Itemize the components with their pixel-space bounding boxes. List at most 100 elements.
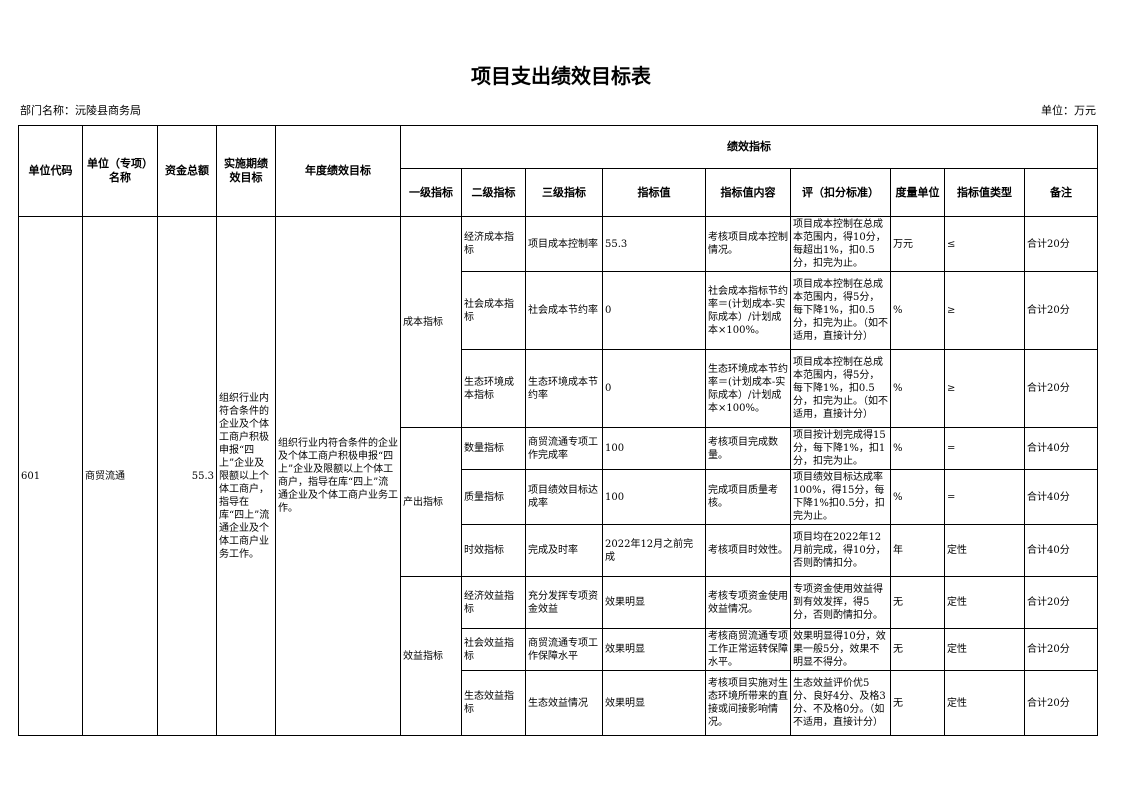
header-scoring: 评（扣分标准）	[790, 168, 891, 217]
remark: 合计20分	[1024, 576, 1098, 629]
value-type: 定性	[944, 670, 1025, 736]
level1-indicator: 产出指标	[400, 427, 462, 577]
page-title: 项目支出绩效目标表	[471, 64, 651, 88]
measure-unit: %	[890, 271, 945, 350]
remark: 合计20分	[1024, 628, 1098, 671]
indicator-value-content: 考核专项资金使用效益情况。	[705, 576, 791, 629]
level2-indicator: 生态效益指标	[461, 670, 526, 736]
header-remark: 备注	[1024, 168, 1098, 217]
remark: 合计40分	[1024, 427, 1098, 470]
value-type: 定性	[944, 524, 1025, 577]
indicator-value-content: 考核项目实施对生态环境所带来的直接或间接影响情况。	[705, 670, 791, 736]
indicator-value: 100	[602, 427, 706, 470]
indicator-value: 0	[602, 349, 706, 428]
scoring-standard: 专项资金使用效益得到有效发挥，得5分，否则酌情扣分。	[790, 576, 891, 629]
scoring-standard: 项目成本控制在总成本范围内，得10分，每超出1%，扣0.5分，扣完为止。	[790, 216, 891, 272]
value-type: =	[944, 427, 1025, 470]
header-value: 指标值	[602, 168, 706, 217]
value-type: =	[944, 469, 1025, 525]
header-total-funds: 资金总额	[157, 125, 217, 217]
scoring-standard: 项目成本控制在总成本范围内，得5分，每下降1%，扣0.5分，扣完为止。（如不适用…	[790, 271, 891, 350]
indicator-value: 0	[602, 271, 706, 350]
level3-indicator: 项目绩效目标达成率	[525, 469, 603, 525]
currency-unit: 单位：万元	[1041, 104, 1096, 117]
scoring-standard: 效果明显得10分，效果一般5分，效果不明显不得分。	[790, 628, 891, 671]
level2-indicator: 社会成本指标	[461, 271, 526, 350]
level2-indicator: 社会效益指标	[461, 628, 526, 671]
remark: 合计20分	[1024, 271, 1098, 350]
header-unit-name: 单位（专项）名称	[82, 125, 158, 217]
level3-indicator: 社会成本节约率	[525, 271, 603, 350]
indicator-value-content: 完成项目质量考核。	[705, 469, 791, 525]
measure-unit: 无	[890, 628, 945, 671]
indicator-value-content: 生态环境成本节约率＝(计划成本-实际成本）/计划成本×100%。	[705, 349, 791, 428]
header-level1: 一级指标	[400, 168, 462, 217]
level2-indicator: 时效指标	[461, 524, 526, 577]
scoring-standard: 生态效益评价优5分、良好4分、及格3分、不及格0分。（如不适用，直接计分）	[790, 670, 891, 736]
level3-indicator: 生态环境成本节约率	[525, 349, 603, 428]
indicator-value: 效果明显	[602, 670, 706, 736]
header-measure-unit: 度量单位	[890, 168, 945, 217]
header-indicators: 绩效指标	[400, 125, 1098, 169]
level3-indicator: 商贸流通专项工作保障水平	[525, 628, 603, 671]
value-type: ≤	[944, 216, 1025, 272]
indicator-value-content: 考核项目成本控制情况。	[705, 216, 791, 272]
table-row: 601 商贸流通 55.3 组织行业内符合条件的企业及个体工商户积极申报“四上”企业及…	[18, 216, 1098, 736]
indicator-value: 2022年12月之前完成	[602, 524, 706, 577]
indicator-value-content: 社会成本指标节约率＝(计划成本-实际成本）/计划成本×100%。	[705, 271, 791, 350]
value-type: 定性	[944, 576, 1025, 629]
total-funds: 55.3	[157, 216, 217, 736]
measure-unit: 万元	[890, 216, 945, 272]
level1-indicator: 成本指标	[400, 216, 462, 428]
indicator-value-content: 考核商贸流通专项工作正常运转保障水平。	[705, 628, 791, 671]
level3-indicator: 完成及时率	[525, 524, 603, 577]
indicator-value: 55.3	[602, 216, 706, 272]
header-annual-goal: 年度绩效目标	[275, 125, 401, 217]
remark: 合计20分	[1024, 670, 1098, 736]
measure-unit: %	[890, 349, 945, 428]
level3-indicator: 生态效益情况	[525, 670, 603, 736]
level2-indicator: 经济效益指标	[461, 576, 526, 629]
measure-unit: %	[890, 427, 945, 470]
measure-unit: 无	[890, 670, 945, 736]
measure-unit: %	[890, 469, 945, 525]
level1-indicator: 效益指标	[400, 576, 462, 736]
table-row: 质量指标 项目绩效目标达成率 100 完成项目质量考核。 项目绩效目标达成率100%，得…	[19, 469, 1098, 525]
table-row: 产出指标 数量指标 商贸流通专项工作完成率 100 考核项目完成数量。 项目按计划完成得1…	[19, 427, 1098, 577]
indicator-value-content: 考核项目时效性。	[705, 524, 791, 577]
remark: 合计40分	[1024, 524, 1098, 577]
department-name: 部门名称：沅陵县商务局	[20, 104, 141, 117]
remark: 合计40分	[1024, 469, 1098, 525]
indicator-value-content: 考核项目完成数量。	[705, 427, 791, 470]
indicator-value: 100	[602, 469, 706, 525]
period-goal: 组织行业内符合条件的企业及个体工商户积极申报“四上”企业及限额以上个体工商户，指…	[216, 216, 276, 736]
table-row: 效益指标 经济效益指标 充分发挥专项资金效益 效果明显 考核专项资金使用效益情况。 专项资…	[19, 576, 1098, 736]
table-row: 生态环境成本指标 生态环境成本节约率 0 生态环境成本节约率＝(计划成本-实际成本）/…	[19, 349, 1098, 428]
level3-indicator: 商贸流通专项工作完成率	[525, 427, 603, 470]
performance-target-table: 单位代码 单位（专项）名称 资金总额 实施期绩效目标 年度绩效目标 绩效指标 一…	[18, 125, 1098, 736]
value-type: ≥	[944, 349, 1025, 428]
scoring-standard: 项目均在2022年12月前完成，得10分，否则酌情扣分。	[790, 524, 891, 577]
scoring-standard: 项目成本控制在总成本范围内，得5分，每下降1%，扣0.5分，扣完为止。（如不适用…	[790, 349, 891, 428]
unit-code: 601	[18, 216, 83, 736]
remark: 合计20分	[1024, 216, 1098, 272]
level2-indicator: 经济成本指标	[461, 216, 526, 272]
value-type: 定性	[944, 628, 1025, 671]
header-unit-code: 单位代码	[18, 125, 83, 217]
scoring-standard: 项目绩效目标达成率100%，得15分，每下降1%扣0.5分，扣完为止。	[790, 469, 891, 525]
measure-unit: 年	[890, 524, 945, 577]
unit-name: 商贸流通	[82, 216, 158, 736]
level3-indicator: 充分发挥专项资金效益	[525, 576, 603, 629]
indicator-value: 效果明显	[602, 628, 706, 671]
annual-goal: 组织行业内符合条件的企业及个体工商户积极申报“四上”企业及限额以上个体工商户，指…	[275, 216, 401, 736]
header-value-type: 指标值类型	[944, 168, 1025, 217]
scoring-standard: 项目按计划完成得15分，每下降1%，扣1分，扣完为止。	[790, 427, 891, 470]
header-period-goal: 实施期绩效目标	[216, 125, 276, 217]
level2-indicator: 质量指标	[461, 469, 526, 525]
table-row: 社会成本指标 社会成本节约率 0 社会成本指标节约率＝(计划成本-实际成本）/计划成本…	[19, 271, 1098, 350]
table-row: 社会效益指标 商贸流通专项工作保障水平 效果明显 考核商贸流通专项工作正常运转保障水平…	[19, 628, 1098, 671]
level2-indicator: 数量指标	[461, 427, 526, 470]
table-row: 生态效益指标 生态效益情况 效果明显 考核项目实施对生态环境所带来的直接或间接影响情况…	[19, 670, 1098, 736]
indicator-value: 效果明显	[602, 576, 706, 629]
level2-indicator: 生态环境成本指标	[461, 349, 526, 428]
